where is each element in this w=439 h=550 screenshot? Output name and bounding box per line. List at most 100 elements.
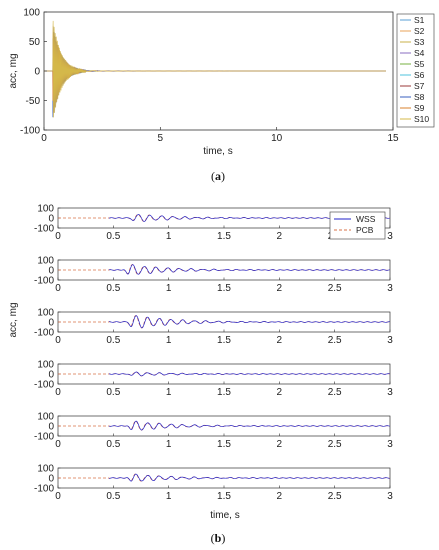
chart-b-wss-line [108,473,390,482]
chart-b-ytick-label: 0 [48,318,54,329]
chart-a-series-line-s10 [44,20,387,118]
chart-a-legend-label: S3 [414,37,425,47]
chart-a-legend-label: S4 [414,48,425,58]
chart-a-ytick-label: -100 [20,126,40,137]
chart-b-xtick-label: 3 [387,387,393,398]
chart-b-ytick-label: -100 [34,484,54,495]
chart-b-xtick-label: 2 [277,231,283,242]
chart-b-xtick-label: 0.5 [106,335,120,346]
chart-b-ytick-label: 0 [48,370,54,381]
chart-b-xtick-label: 1 [166,387,172,398]
chart-b-xtick-label: 1 [166,335,172,346]
chart-a-ylabel: acc, mg [8,53,19,88]
chart-b-xtick-label: 2.5 [328,439,342,450]
chart-b-xlabel: time, s [210,510,239,521]
chart-b-xtick-label: 0.5 [106,491,120,502]
chart-b-xtick-label: 0 [55,491,61,502]
chart-a-legend-label: S6 [414,70,425,80]
chart-b-xtick-label: 2 [277,335,283,346]
chart-b-xtick-label: 2 [277,439,283,450]
chart-b-xtick-label: 2 [277,283,283,294]
chart-b-xtick-label: 1 [166,439,172,450]
chart-a: 0 5 10 15 100 50 0 -50 -100 acc, mg time, s S1S2… [8,8,435,157]
chart-b-subplots: 00.511.522.531000-10000.511.522.531000-1… [34,204,393,503]
chart-a-legend-label: S8 [414,92,425,102]
chart-a-xtick-label: 5 [158,133,164,144]
chart-b-xtick-label: 0.5 [106,283,120,294]
chart-a-series-lines [44,20,387,118]
chart-b-xtick-label: 1 [166,231,172,242]
caption-a: (a) [211,169,225,183]
chart-a-xtick-label: 10 [271,133,283,144]
chart-b-legend [329,211,386,240]
chart-b-xtick-label: 1.5 [217,231,231,242]
chart-a-xlabel: time, s [203,146,232,157]
chart-b-ytick-label: -100 [34,224,54,235]
chart-b-ytick-label: 100 [37,204,54,215]
chart-a-ytick-label: 100 [23,8,40,19]
chart-b-ytick-label: 100 [37,360,54,371]
chart-a-xtick-label: 0 [41,133,47,144]
chart-b-ytick-label: 0 [48,474,54,485]
chart-a-legend-label: S10 [414,114,429,124]
chart-b-ytick-label: -100 [34,432,54,443]
chart-b-wss-line [108,371,390,377]
chart-b-xtick-label: 0.5 [106,387,120,398]
chart-b-xtick-label: 1.5 [217,335,231,346]
chart-b-xtick-label: 0.5 [106,231,120,242]
chart-b-ytick-label: -100 [34,380,54,391]
chart-b-xtick-label: 3 [387,491,393,502]
chart-b-legend-label: WSS [356,214,376,224]
chart-a-ticks: 0 5 10 15 100 50 0 -50 -100 [20,8,399,145]
chart-b-xtick-label: 3 [387,231,393,242]
chart-b-wss-line [108,420,390,431]
chart-b-legend-label: PCB [356,225,374,235]
chart-b-ytick-label: -100 [34,276,54,287]
chart-a-ytick-label: 0 [34,67,40,78]
chart-b-xtick-label: 0 [55,387,61,398]
chart-b-xtick-label: 1 [166,491,172,502]
chart-b-xtick-label: 0 [55,439,61,450]
chart-b-xtick-label: 0 [55,283,61,294]
chart-b-xtick-label: 1.5 [217,283,231,294]
chart-b-xtick-label: 1.5 [217,439,231,450]
chart-b-xtick-label: 0.5 [106,439,120,450]
chart-b-xtick-label: 2 [277,387,283,398]
chart-a-xtick-label: 15 [387,133,399,144]
chart-b-ytick-label: 100 [37,256,54,267]
chart-b-xtick-label: 0 [55,335,61,346]
chart-b-ytick-label: 100 [37,308,54,319]
caption-b: (b) [211,531,226,545]
chart-b-xtick-label: 2.5 [328,283,342,294]
chart-a-legend-label: S1 [414,15,425,25]
chart-a-ytick-label: 50 [29,37,41,48]
chart-a-legend-label: S7 [414,81,425,91]
chart-b-xtick-label: 2 [277,491,283,502]
chart-b-ylabel: acc, mg [8,302,19,337]
chart-a-legend-label: S5 [414,59,425,69]
chart-b-ytick-label: 100 [37,412,54,423]
chart-b-ytick-label: 0 [48,422,54,433]
chart-b-xtick-label: 3 [387,335,393,346]
chart-b-ytick-label: 0 [48,266,54,277]
chart-a-ytick-label: -50 [26,96,41,107]
chart-b-ytick-label: -100 [34,328,54,339]
chart-b-xtick-label: 1.5 [217,491,231,502]
chart-b-wss-line [108,315,390,329]
chart-b-xtick-label: 2.5 [328,387,342,398]
chart-b-xtick-label: 0 [55,231,61,242]
chart-b-ytick-label: 100 [37,464,54,475]
chart-a-legend-label: S9 [414,103,425,113]
chart-a-legend-label: S2 [414,26,425,36]
chart-b-xtick-label: 2.5 [328,335,342,346]
chart-b-wss-line [108,264,390,275]
chart-b-xtick-label: 3 [387,439,393,450]
chart-b-xtick-label: 2.5 [328,491,342,502]
chart-b-xtick-label: 3 [387,283,393,294]
